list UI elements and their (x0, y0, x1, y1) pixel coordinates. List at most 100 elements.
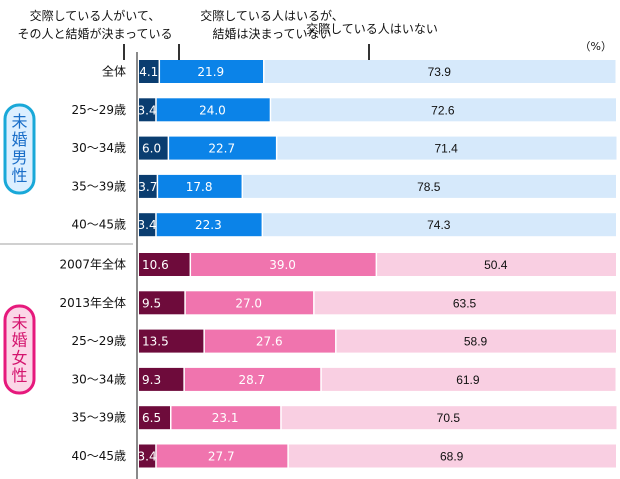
category-label: 2013年全体 (59, 295, 126, 310)
bar-segment-engaged (139, 329, 204, 353)
bar-row: 2013年全体 9.5 27.0 63.5 (59, 291, 616, 315)
legend-label-engaged-line1: 交際している人がいて、 (30, 8, 161, 23)
bar-segment-engaged (139, 136, 168, 160)
bar-row: 40〜45歳 3.4 22.3 74.3 (71, 213, 616, 237)
data-label-dating: 27.7 (208, 450, 235, 464)
bar-segment-single (263, 213, 616, 237)
data-label-single: 71.4 (435, 142, 459, 156)
category-label: 35〜39歳 (71, 179, 126, 193)
bar-segment-single (277, 136, 617, 160)
data-label-engaged: 9.5 (142, 296, 161, 310)
category-label: 25〜29歳 (71, 103, 126, 117)
data-label-dating: 21.9 (197, 65, 224, 79)
bar-segment-dating (184, 367, 321, 391)
bar-segment-dating (204, 329, 336, 353)
data-label-single: 70.5 (437, 411, 461, 425)
group-badge-frame (3, 103, 36, 195)
data-label-single: 73.9 (428, 65, 452, 79)
data-label-engaged: 6.5 (142, 411, 161, 425)
bar-segment-engaged (139, 406, 171, 430)
data-label-single: 58.9 (464, 335, 488, 349)
data-label-single: 74.3 (427, 218, 451, 232)
bar-segment-single (281, 406, 617, 430)
data-label-dating: 22.7 (208, 142, 235, 156)
legend-label-dating-line2: 結婚は決まっていない (213, 27, 332, 41)
legend-label-single: 交際している人はいない (306, 21, 438, 36)
bar-segment-engaged (139, 60, 159, 83)
group-badge-char: 婚 (11, 130, 27, 149)
category-label: 25〜29歳 (71, 334, 126, 348)
bar-segment-single (321, 367, 616, 391)
bar-segment-engaged (139, 291, 185, 315)
bar-segment-single (314, 291, 616, 315)
category-label: 35〜39歳 (71, 411, 126, 425)
bar-row: 30〜34歳 6.0 22.7 71.4 (71, 136, 617, 160)
data-label-engaged: 13.5 (142, 335, 169, 349)
bar-segment-single (288, 444, 616, 468)
bar-row: 2007年全体 10.6 39.0 50.4 (59, 253, 616, 276)
data-label-engaged: 3.4 (138, 450, 157, 464)
bars-layer: 全体 4.1 21.9 73.9 25〜29歳 3.4 24.0 72.6 30〜34歳 6.0 2… (59, 60, 617, 468)
group-badge-frame (3, 304, 36, 395)
bar-segment-single (271, 98, 616, 122)
data-label-dating: 28.7 (238, 373, 265, 387)
data-label-dating: 17.8 (186, 180, 213, 194)
bar-segment-single (264, 60, 616, 83)
data-label-single: 61.9 (456, 373, 480, 387)
bar-segment-dating (160, 60, 264, 83)
group-badge-char: 性 (11, 166, 27, 185)
category-label: 2007年全体 (59, 257, 126, 272)
group-badge-char: 男 (11, 148, 27, 167)
bar-segment-engaged (139, 213, 156, 237)
data-label-single: 50.4 (484, 258, 508, 272)
data-label-single: 72.6 (431, 103, 455, 117)
bar-segment-single (377, 253, 616, 276)
unit-label: （%） (580, 40, 612, 53)
bar-segment-dating (156, 444, 288, 468)
data-label-single: 63.5 (453, 296, 477, 310)
legend-label-engaged-line2: その人と結婚が決まっている (18, 26, 173, 41)
bar-segment-dating (156, 98, 270, 122)
data-label-engaged: 10.6 (142, 258, 169, 272)
group-badge-char: 婚 (11, 331, 27, 350)
bar-segment-dating (191, 253, 376, 276)
category-label: 40〜45歳 (71, 449, 126, 463)
data-label-dating: 22.3 (195, 218, 222, 232)
bar-segment-dating (158, 174, 242, 198)
group-badge-char: 性 (11, 366, 27, 385)
bar-segment-engaged (139, 98, 156, 122)
bar-row: 40〜45歳 3.4 27.7 68.9 (71, 444, 616, 468)
data-label-dating: 39.0 (269, 258, 296, 272)
bar-row: 30〜34歳 9.3 28.7 61.9 (71, 367, 616, 391)
data-label-dating: 24.0 (199, 103, 226, 117)
category-label: 40〜45歳 (71, 218, 126, 232)
data-label-single: 78.5 (417, 180, 441, 194)
bar-segment-engaged (139, 367, 184, 391)
data-label-engaged: 6.0 (142, 142, 161, 156)
data-label-dating: 23.1 (212, 411, 239, 425)
bar-segment-single (243, 174, 616, 198)
bar-row: 25〜29歳 13.5 27.6 58.9 (71, 329, 616, 353)
data-label-dating: 27.0 (235, 296, 262, 310)
category-label: 全体 (102, 64, 126, 79)
data-label-engaged: 3.4 (138, 218, 157, 232)
data-label-engaged: 3.4 (138, 103, 157, 117)
data-label-engaged: 9.3 (142, 373, 161, 387)
data-label-dating: 27.6 (256, 335, 283, 349)
legend: 交際している人がいて、 その人と結婚が決まっている 交際している人はいるが、 結… (18, 8, 612, 60)
bar-segment-dating (185, 291, 314, 315)
category-label: 30〜34歳 (71, 372, 126, 386)
bar-segment-engaged (139, 253, 190, 276)
bar-row: 35〜39歳 6.5 23.1 70.5 (71, 406, 617, 430)
category-label: 30〜34歳 (71, 141, 126, 155)
bar-segment-dating (169, 136, 276, 160)
group-badge-char: 女 (11, 348, 27, 367)
data-label-single: 68.9 (440, 450, 464, 464)
bar-segment-dating (171, 406, 281, 430)
data-label-engaged: 4.1 (139, 65, 158, 79)
bar-row: 25〜29歳 3.4 24.0 72.6 (71, 98, 616, 122)
